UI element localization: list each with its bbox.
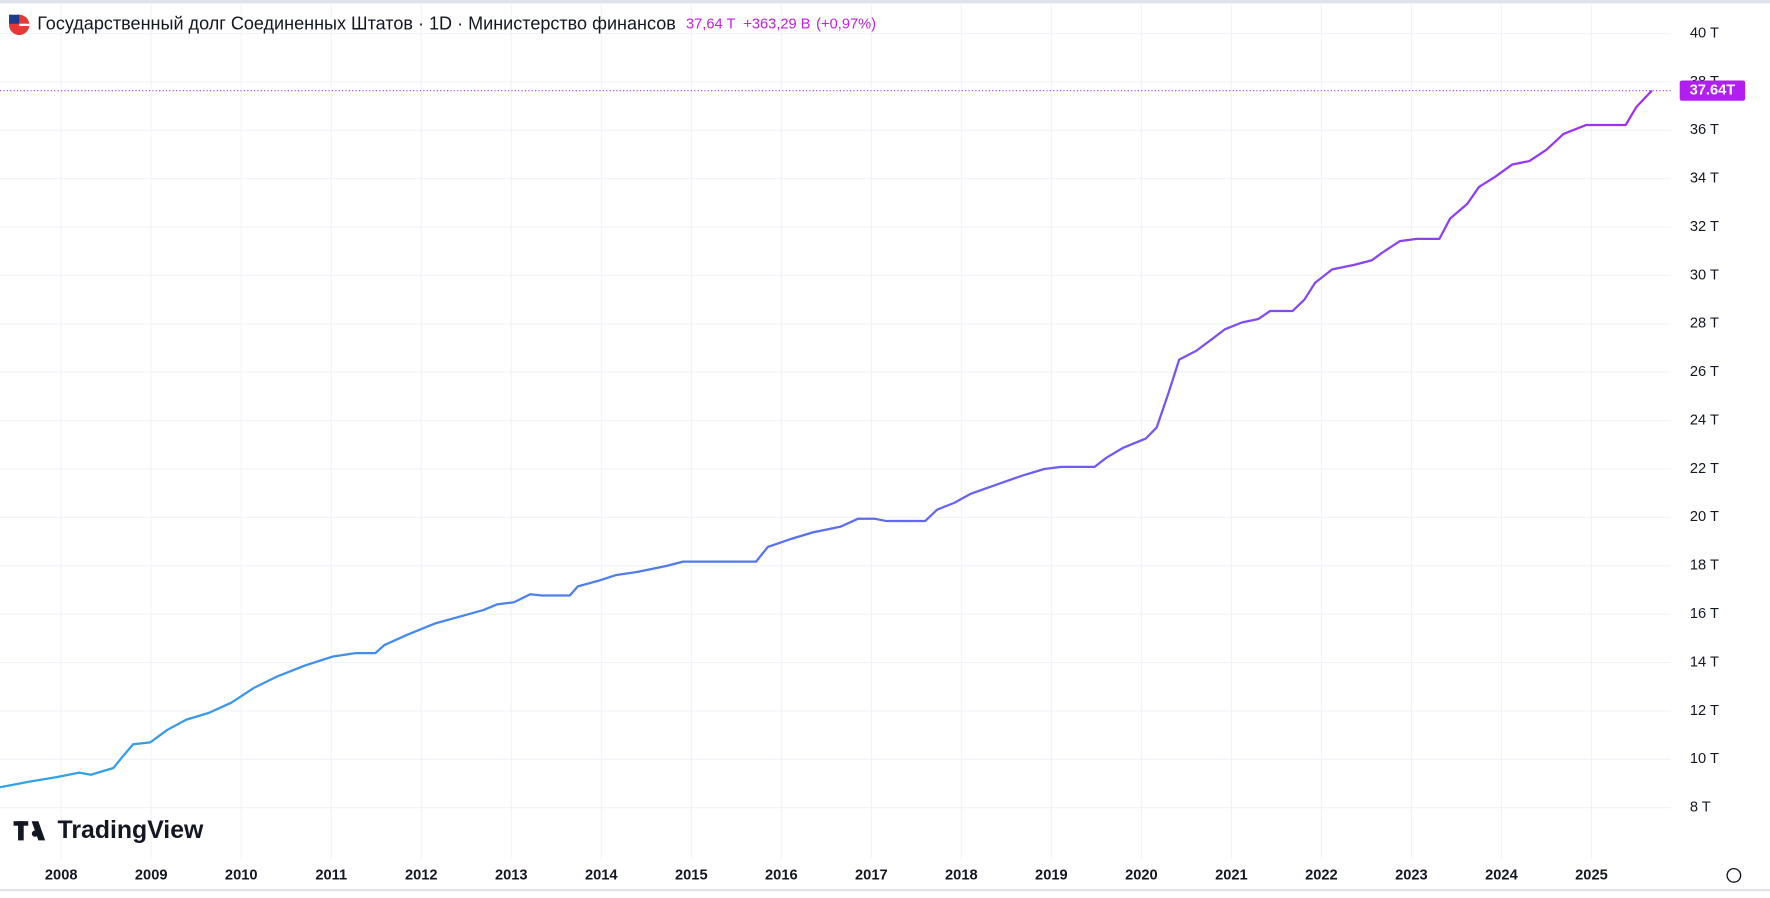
top-border bbox=[0, 0, 1770, 4]
change-pct: (+0,97%) bbox=[816, 17, 876, 33]
y-tick-label: 8 T bbox=[1690, 800, 1711, 816]
settings-button[interactable] bbox=[1726, 867, 1742, 883]
x-tick-label: 2010 bbox=[225, 867, 258, 883]
x-tick-label: 2023 bbox=[1395, 867, 1428, 883]
y-tick-label: 22 T bbox=[1690, 461, 1719, 477]
y-tick-label: 20 T bbox=[1690, 509, 1719, 525]
y-tick-label: 24 T bbox=[1690, 412, 1719, 428]
chart-title: Государственный долг Соединенных Штатов … bbox=[37, 14, 676, 34]
flag-stripe bbox=[19, 23, 30, 26]
x-tick-label: 2008 bbox=[45, 867, 78, 883]
line bbox=[0, 89, 1653, 789]
y-tick-label: 36 T bbox=[1690, 122, 1719, 138]
y-tick-label: 10 T bbox=[1690, 751, 1719, 767]
y-tick-label: 34 T bbox=[1690, 171, 1719, 187]
price-label-bg bbox=[1679, 80, 1746, 101]
y-tick-label: 16 T bbox=[1690, 606, 1719, 622]
y-tick-label: 12 T bbox=[1690, 703, 1719, 719]
price-label: 37.64T bbox=[1690, 83, 1736, 99]
logo-mark bbox=[18, 821, 24, 841]
logo-mark bbox=[31, 821, 46, 841]
y-tick-label: 18 T bbox=[1690, 558, 1719, 574]
change: +363,29 B bbox=[743, 17, 810, 33]
x-tick-label: 2018 bbox=[945, 867, 978, 883]
y-tick-label: 32 T bbox=[1690, 219, 1719, 235]
x-tick-label: 2019 bbox=[1035, 867, 1068, 883]
x-tick-label: 2022 bbox=[1305, 867, 1338, 883]
x-tick-label: 2009 bbox=[135, 867, 168, 883]
x-tick-label: 2016 bbox=[765, 867, 798, 883]
bottom-border bbox=[0, 888, 1770, 892]
x-tick-label: 2020 bbox=[1125, 867, 1158, 883]
x-tick-label: 2025 bbox=[1575, 867, 1608, 883]
brand: TradingView bbox=[58, 817, 204, 844]
x-tick-label: 2013 bbox=[495, 867, 528, 883]
x-tick-label: 2021 bbox=[1215, 867, 1248, 883]
last-value: 37,64 T bbox=[686, 17, 735, 33]
y-tick-label: 28 T bbox=[1690, 316, 1719, 332]
x-tick-label: 2017 bbox=[855, 867, 888, 883]
x-tick-label: 2012 bbox=[405, 867, 438, 883]
logo-mark bbox=[31, 830, 39, 837]
x-tick-label: 2014 bbox=[585, 867, 618, 883]
x-tick-label: 2011 bbox=[315, 867, 347, 883]
y-tick-label: 30 T bbox=[1690, 267, 1719, 283]
x-tick-label: 2015 bbox=[675, 867, 708, 883]
y-tick-label: 26 T bbox=[1690, 364, 1719, 380]
y-tick-label: 40 T bbox=[1690, 25, 1719, 41]
x-tick-label: 2024 bbox=[1485, 867, 1518, 883]
y-tick-label: 14 T bbox=[1690, 654, 1719, 670]
flag-canton bbox=[9, 14, 20, 24]
